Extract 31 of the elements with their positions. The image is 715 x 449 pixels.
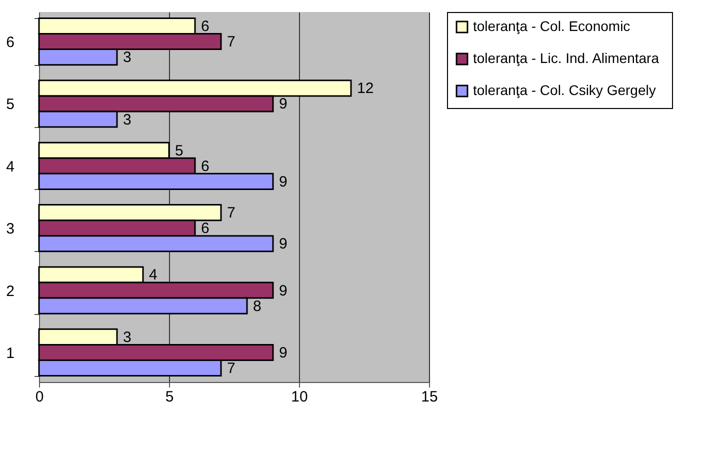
y-tick-label: 2 bbox=[6, 282, 14, 300]
data-label: 7 bbox=[227, 34, 236, 51]
x-tick-label: 5 bbox=[165, 388, 174, 406]
data-label: 3 bbox=[123, 111, 132, 128]
y-tick-label: 4 bbox=[6, 158, 14, 176]
data-label: 3 bbox=[123, 328, 132, 346]
y-tick-label: 3 bbox=[6, 220, 14, 238]
data-label: 9 bbox=[279, 344, 288, 362]
data-label: 7 bbox=[227, 360, 236, 378]
y-tick-label: 5 bbox=[6, 96, 14, 114]
data-label: 12 bbox=[357, 80, 374, 98]
data-label: 9 bbox=[279, 236, 288, 253]
data-label: 9 bbox=[279, 96, 288, 113]
data-label: 6 bbox=[201, 220, 210, 238]
data-label: 9 bbox=[279, 173, 288, 190]
x-tick-label: 0 bbox=[35, 388, 44, 406]
data-label: 7 bbox=[227, 204, 236, 222]
y-tick-label: 6 bbox=[6, 34, 14, 52]
data-label: 4 bbox=[149, 266, 158, 284]
data-label: 5 bbox=[175, 142, 184, 160]
x-tick-label: 10 bbox=[291, 388, 308, 406]
legend-label: toleranţa - Col. Csiky Gergely bbox=[473, 82, 656, 98]
x-tick-label: 15 bbox=[421, 388, 438, 406]
data-label: 9 bbox=[279, 282, 288, 300]
legend-label: toleranţa - Col. Economic bbox=[473, 18, 630, 34]
data-label: 6 bbox=[201, 158, 210, 175]
data-label: 3 bbox=[123, 49, 132, 66]
legend-label: toleranţa - Lic. Ind. Alimentara bbox=[473, 50, 660, 66]
y-tick-label: 1 bbox=[6, 344, 14, 362]
data-label: 8 bbox=[253, 298, 262, 315]
data-label: 6 bbox=[201, 18, 210, 35]
